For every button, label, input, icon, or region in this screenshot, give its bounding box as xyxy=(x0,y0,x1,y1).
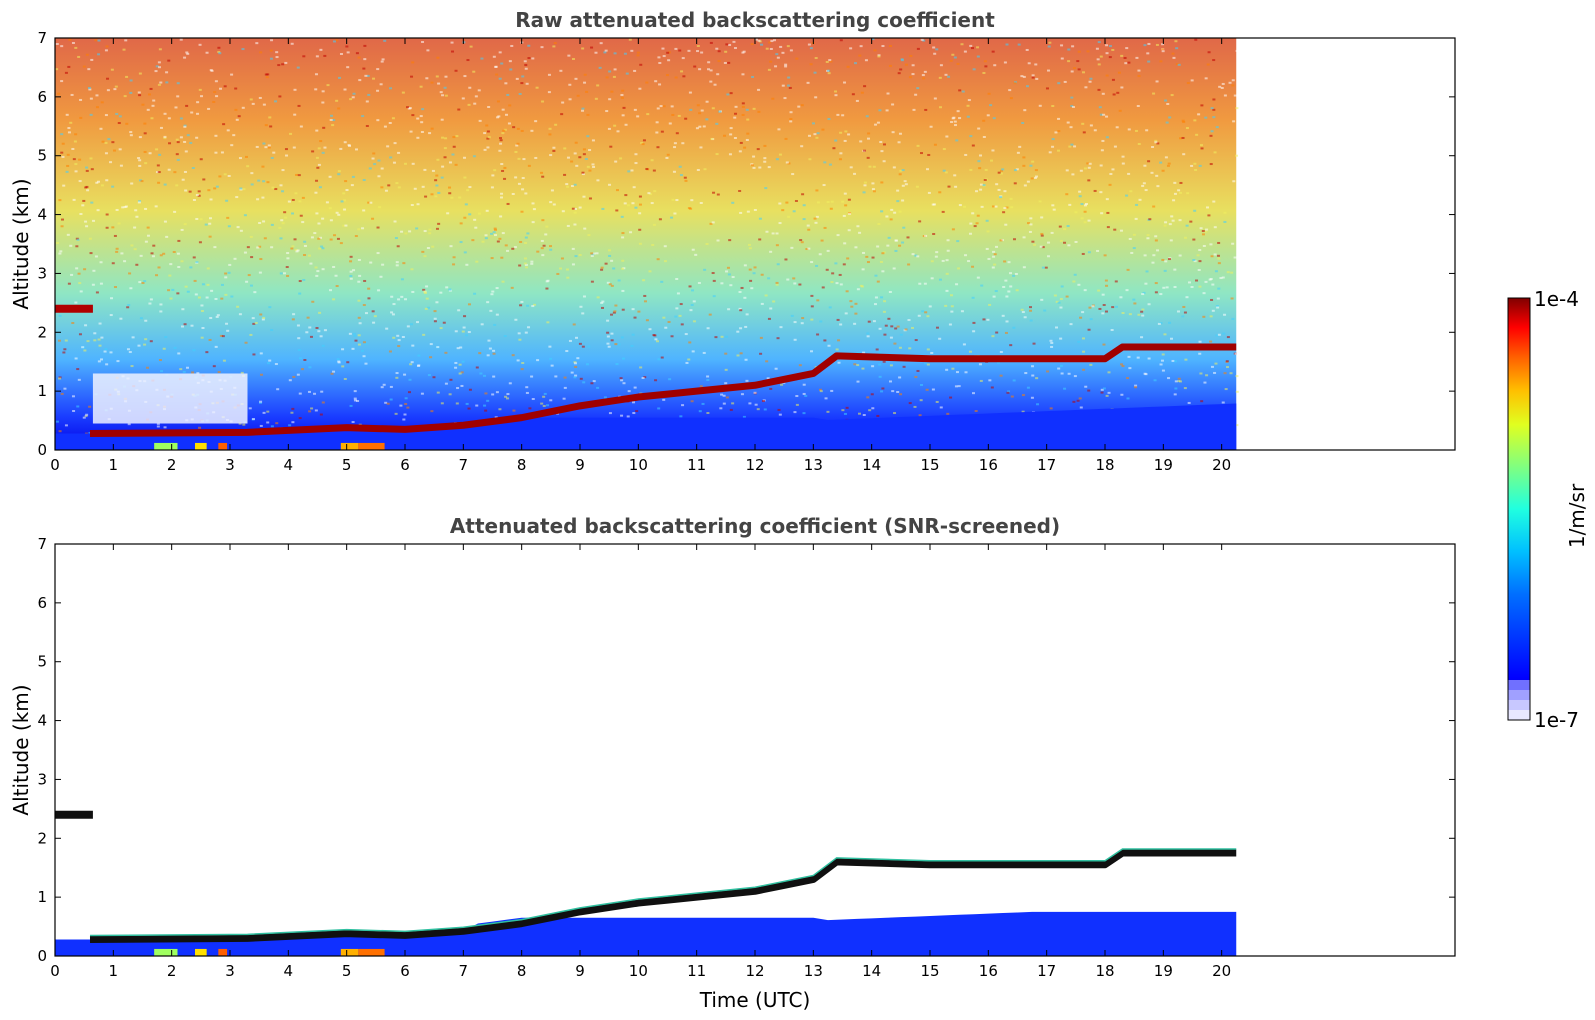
colorbar-max-label: 1e-4 xyxy=(1534,287,1579,311)
snr-x-tick-label: 15 xyxy=(920,962,939,980)
raw-x-tick-label: 12 xyxy=(745,456,764,474)
colorbar-low-level xyxy=(1508,700,1530,710)
raw-y-tick-label: 6 xyxy=(37,88,47,106)
snr-surface-hotspot xyxy=(358,948,385,956)
raw-y-tick-label: 2 xyxy=(37,323,47,341)
snr-x-tick-label: 9 xyxy=(575,962,585,980)
raw-clear-region xyxy=(92,373,248,424)
raw-x-tick-label: 11 xyxy=(687,456,706,474)
colorbar-low-level xyxy=(1508,690,1530,700)
raw-surface-hotspot xyxy=(358,442,385,450)
raw-x-tick-label: 3 xyxy=(225,456,235,474)
snr-x-tick-label: 5 xyxy=(342,962,352,980)
snr-boundary-layer-edge xyxy=(89,848,1237,937)
raw-y-tick-label: 7 xyxy=(37,29,47,47)
raw-x-tick-label: 17 xyxy=(1037,456,1056,474)
raw-x-tick-label: 15 xyxy=(920,456,939,474)
snr-panel-title: Attenuated backscattering coefficient (S… xyxy=(450,514,1060,538)
raw-x-tick-label: 5 xyxy=(342,456,352,474)
snr-y-tick-label: 1 xyxy=(37,888,47,906)
raw-y-tick-label: 5 xyxy=(37,147,47,165)
snr-y-tick-label: 0 xyxy=(37,947,47,965)
raw-surface-hotspot xyxy=(340,442,359,450)
snr-x-tick-label: 0 xyxy=(50,962,60,980)
raw-y-tick-label: 1 xyxy=(37,382,47,400)
raw-y-tick-label: 3 xyxy=(37,264,47,282)
colorbar-gradient xyxy=(1507,297,1531,721)
raw-surface-hotspot xyxy=(154,442,178,450)
snr-y-tick-label: 7 xyxy=(37,535,47,553)
raw-elevated-layer xyxy=(55,304,93,313)
snr-x-tick-label: 18 xyxy=(1095,962,1114,980)
raw-x-tick-label: 14 xyxy=(862,456,881,474)
snr-x-tick-label: 12 xyxy=(745,962,764,980)
snr-x-tick-label: 7 xyxy=(459,962,469,980)
snr-x-tick-label: 10 xyxy=(629,962,648,980)
colorbar-border xyxy=(1507,297,1531,721)
snr-heatmap xyxy=(55,810,1237,956)
snr-x-tick-label: 4 xyxy=(284,962,294,980)
raw-x-tick-label: 0 xyxy=(50,456,60,474)
x-axis-label: Time (UTC) xyxy=(699,988,811,1012)
raw-x-tick-label: 9 xyxy=(575,456,585,474)
raw-y-tick-label: 0 xyxy=(37,441,47,459)
raw-x-tick-label: 13 xyxy=(804,456,823,474)
snr-surface-hotspot xyxy=(218,948,228,956)
raw-x-tick-label: 1 xyxy=(109,456,119,474)
raw-backscatter-panel: Raw attenuated backscattering coefficien… xyxy=(9,8,1456,474)
raw-boundary-layer-top xyxy=(89,343,1237,438)
snr-x-tick-label: 11 xyxy=(687,962,706,980)
snr-x-tick-label: 13 xyxy=(804,962,823,980)
colorbar-low-level xyxy=(1508,710,1530,720)
snr-x-tick-label: 20 xyxy=(1212,962,1231,980)
raw-heatmap xyxy=(55,38,1239,450)
colorbar-unit-label: 1/m/sr xyxy=(1565,483,1589,548)
snr-x-tick-label: 2 xyxy=(167,962,177,980)
raw-y-tick-label: 4 xyxy=(37,206,47,224)
raw-surface-hotspot xyxy=(195,442,207,450)
snr-surface-hotspot xyxy=(340,948,359,956)
snr-surface-hotspot xyxy=(195,948,207,956)
snr-y-axis-label: Altitude (km) xyxy=(9,684,33,815)
raw-x-tick-label: 18 xyxy=(1095,456,1114,474)
raw-x-tick-label: 16 xyxy=(979,456,998,474)
snr-y-tick-label: 4 xyxy=(37,712,47,730)
raw-x-tick-label: 20 xyxy=(1212,456,1231,474)
colorbar: 1e-4 1e-7 1/m/sr xyxy=(1507,287,1589,732)
raw-x-tick-label: 8 xyxy=(517,456,527,474)
snr-x-tick-label: 14 xyxy=(862,962,881,980)
raw-x-tick-label: 4 xyxy=(284,456,294,474)
raw-y-axis-label: Altitude (km) xyxy=(9,178,33,309)
raw-x-tick-label: 19 xyxy=(1154,456,1173,474)
snr-boundary-layer-top xyxy=(89,849,1237,944)
colorbar-min-label: 1e-7 xyxy=(1534,708,1579,732)
snr-x-tick-label: 19 xyxy=(1154,962,1173,980)
snr-x-tick-label: 3 xyxy=(225,962,235,980)
snr-x-tick-label: 17 xyxy=(1037,962,1056,980)
snr-y-tick-label: 3 xyxy=(37,770,47,788)
raw-x-tick-label: 2 xyxy=(167,456,177,474)
raw-surface-aerosol-layer xyxy=(55,403,1237,450)
snr-y-tick-label: 5 xyxy=(37,653,47,671)
snr-x-tick-label: 1 xyxy=(109,962,119,980)
snr-y-tick-label: 6 xyxy=(37,594,47,612)
colorbar-low-levels xyxy=(1507,297,1531,721)
colorbar-low-level xyxy=(1508,680,1530,690)
snr-surface-aerosol-layer xyxy=(55,911,1237,956)
snr-screened-panel: Attenuated backscattering coefficient (S… xyxy=(9,514,1456,1012)
raw-x-tick-label: 10 xyxy=(629,456,648,474)
snr-y-tick-label: 2 xyxy=(37,829,47,847)
raw-surface-hotspot xyxy=(218,442,228,450)
snr-elevated-layer xyxy=(55,810,93,819)
raw-x-tick-label: 6 xyxy=(400,456,410,474)
raw-x-tick-label: 7 xyxy=(459,456,469,474)
snr-x-tick-label: 8 xyxy=(517,962,527,980)
raw-panel-title: Raw attenuated backscattering coefficien… xyxy=(515,8,995,32)
snr-surface-hotspot xyxy=(154,948,178,956)
snr-x-tick-label: 6 xyxy=(400,962,410,980)
snr-x-tick-label: 16 xyxy=(979,962,998,980)
